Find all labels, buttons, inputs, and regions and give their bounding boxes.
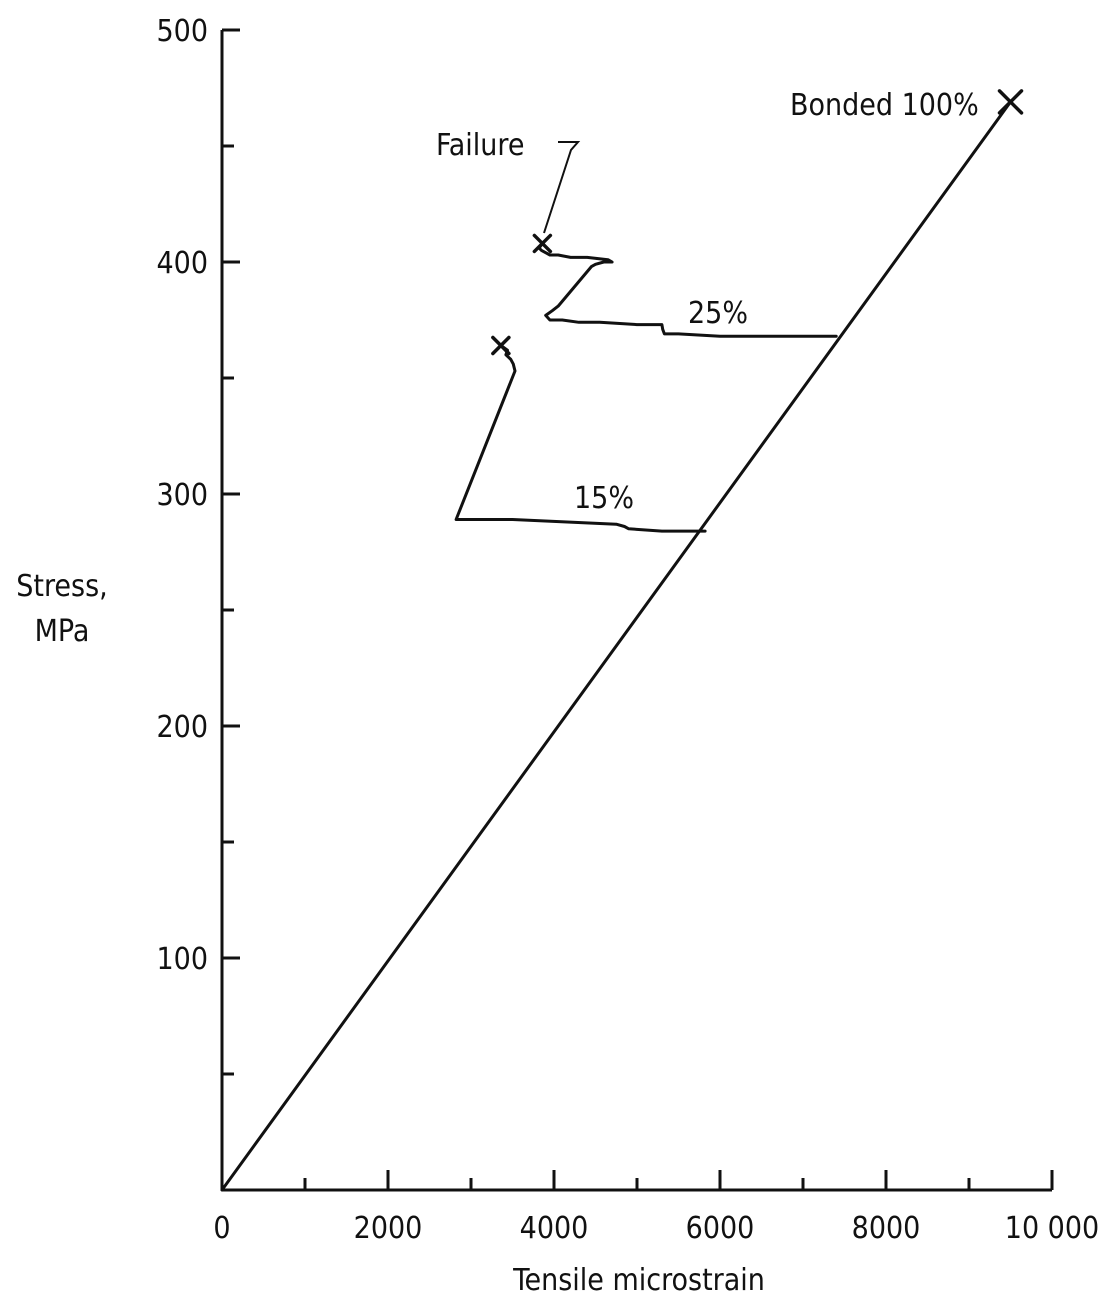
x-tick-label-2000: 2000: [354, 1211, 423, 1246]
y-axis-title-line-2: MPa: [35, 614, 90, 649]
label-25-percent: 25%: [688, 296, 748, 331]
x-tick-label-6000: 6000: [686, 1211, 755, 1246]
x-tick-label-4000: 4000: [520, 1211, 589, 1246]
failure-leader-line: [543, 141, 581, 234]
failure-markers: [491, 89, 1024, 356]
tick-labels: 0 2000 4000 6000 8000 10 000 100 200 300 400 500: [156, 14, 1099, 1246]
y-axis-title-line-1: Stress,: [16, 569, 107, 604]
failure-marker-bonded-100: [997, 89, 1024, 115]
ticks: [222, 28, 1054, 1190]
label-failure: Failure: [436, 128, 524, 163]
x-axis-title: Tensile microstrain: [512, 1263, 765, 1298]
failure-marker-stroke: [997, 89, 1024, 115]
x-tick-label-10000: 10 000: [1005, 1211, 1099, 1246]
label-bonded-100: Bonded 100%: [790, 88, 979, 123]
series-line-15: [454, 344, 707, 533]
failure-marker-stroke: [532, 233, 553, 254]
x-tick-label-0: 0: [213, 1211, 230, 1246]
label-15-percent: 15%: [574, 481, 634, 516]
failure-marker-15: [491, 335, 511, 356]
series-line-bonded-100: [220, 100, 1012, 1192]
y-tick-label-200: 200: [156, 710, 208, 745]
y-tick-label-400: 400: [156, 246, 208, 281]
failure-marker-stroke: [491, 335, 511, 356]
series-group: [220, 100, 1012, 1192]
y-tick-label-500: 500: [156, 14, 208, 49]
x-tick-label-8000: 8000: [852, 1211, 921, 1246]
series-line-25: [537, 241, 838, 338]
y-tick-label-100: 100: [156, 942, 208, 977]
failure-marker-25: [532, 233, 553, 254]
y-tick-label-300: 300: [156, 478, 208, 513]
